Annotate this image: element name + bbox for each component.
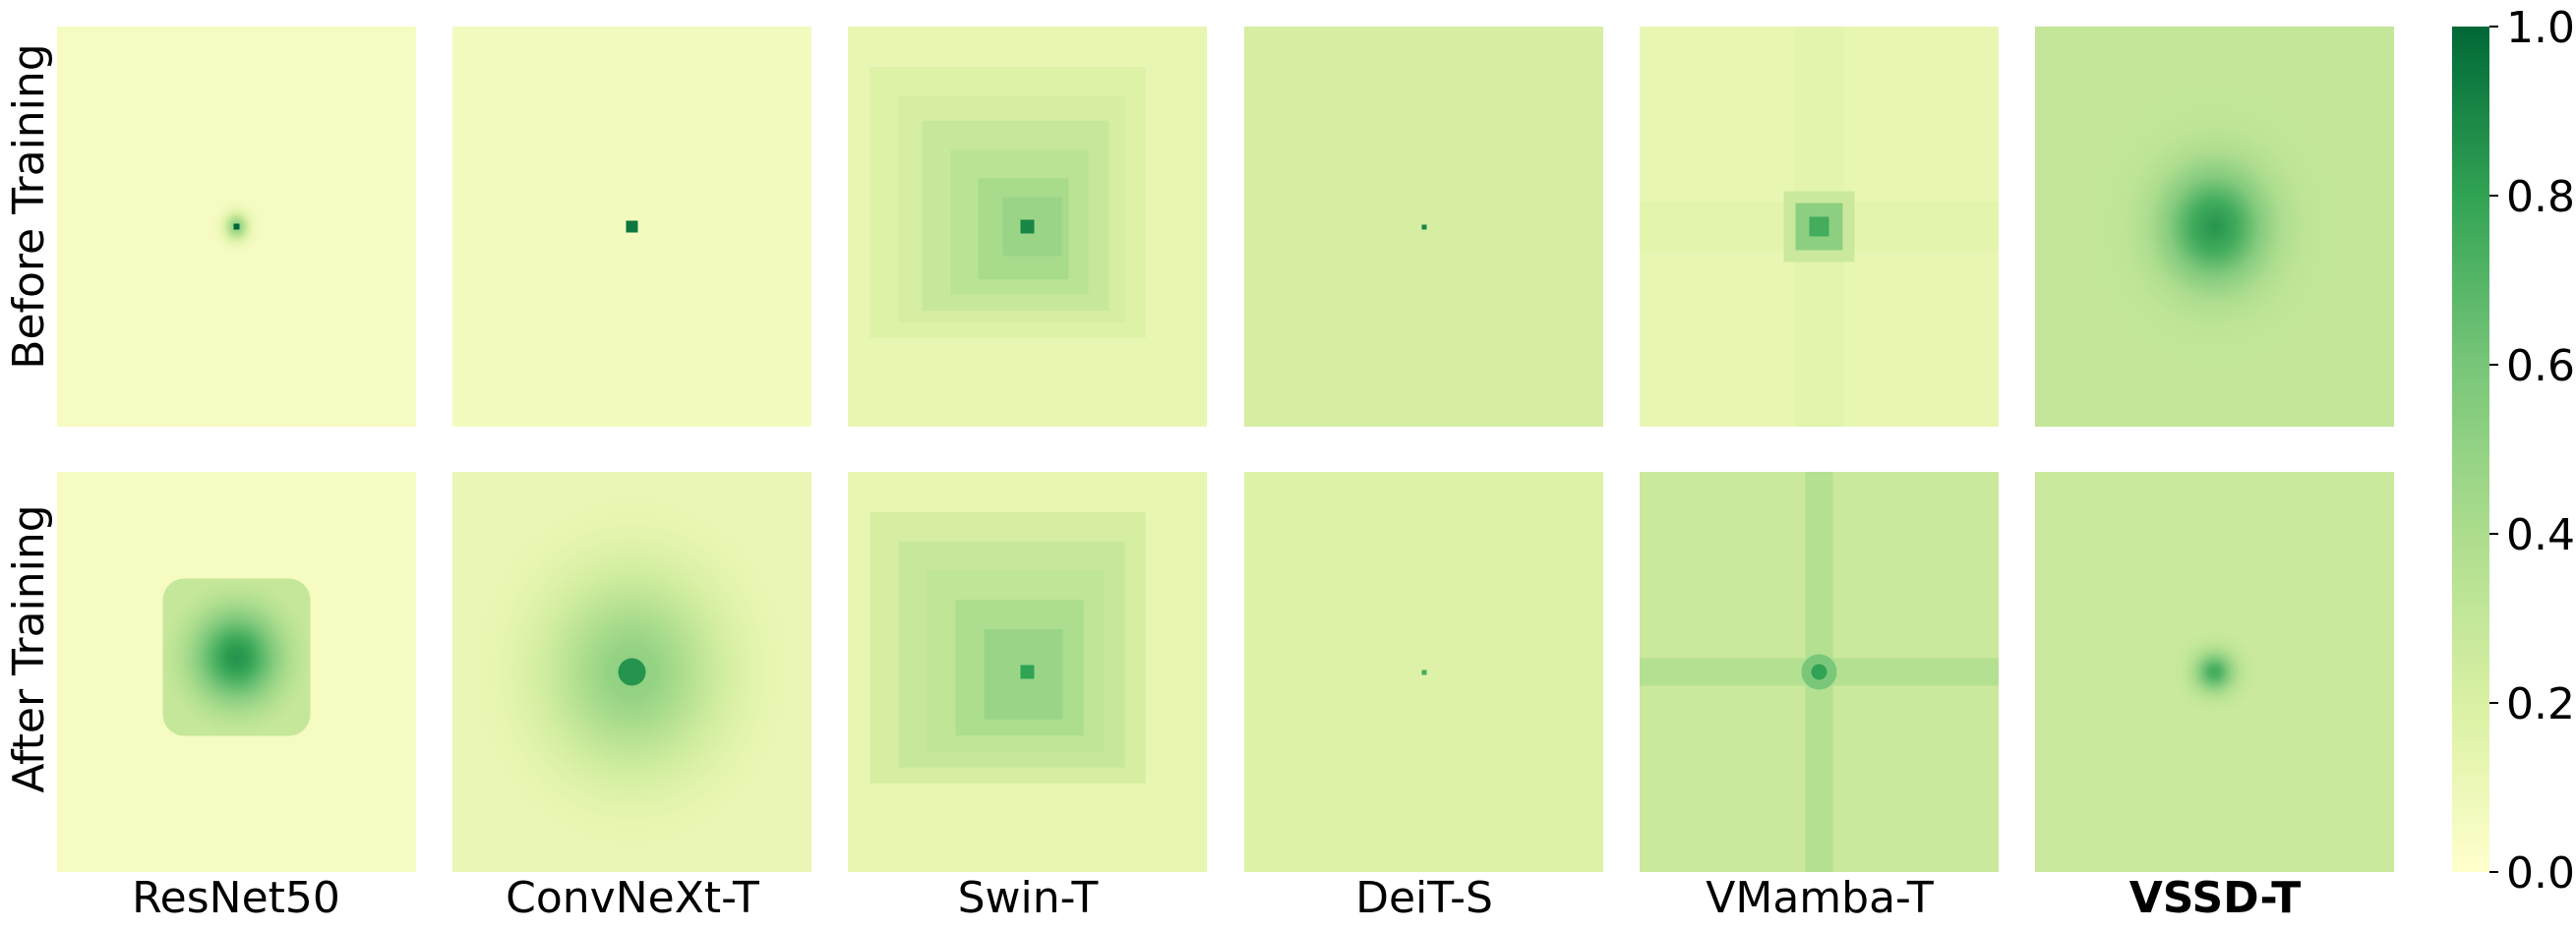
- heatmap-grid: [57, 27, 2394, 872]
- receptive-field-peak: [626, 220, 638, 233]
- receptive-field-blob: [2173, 630, 2256, 714]
- receptive-field-peak: [1421, 669, 1427, 675]
- colorbar-tick-label: 0.4: [2506, 510, 2575, 560]
- heatmap-cell: [1640, 27, 1999, 427]
- heatmap-cell: [57, 27, 416, 427]
- heatmap-cell: [452, 472, 811, 872]
- col-label-deit-s: DeiT-S: [1355, 873, 1493, 923]
- receptive-field-region: [162, 578, 311, 736]
- receptive-field-peak: [1811, 664, 1827, 680]
- colorbar: [2452, 27, 2489, 872]
- heatmap-cell: [848, 27, 1207, 427]
- receptive-field-gaussian: [2035, 27, 2394, 427]
- col-label-vmamba-t: VMamba-T: [1706, 873, 1934, 923]
- heatmap-cell: [2035, 472, 2394, 872]
- receptive-field-peak: [1020, 665, 1035, 679]
- colorbar-ticks: 0.0 0.2 0.4 0.6 0.8 1.0: [2489, 3, 2575, 899]
- col-label-resnet50: ResNet50: [132, 873, 340, 923]
- receptive-field-peak: [233, 223, 240, 230]
- colorbar-tick-label: 0.8: [2506, 172, 2575, 222]
- colorbar-tick-label: 0.6: [2506, 341, 2575, 391]
- receptive-field-peak: [1020, 219, 1035, 234]
- colorbar-tick-label: 0.2: [2506, 679, 2575, 729]
- heatmap-cell: [57, 472, 416, 872]
- heatmap-cell: [1640, 472, 1999, 872]
- receptive-field-peak: [618, 658, 646, 686]
- heatmap-cell: [1244, 27, 1603, 427]
- colorbar-tick-label: 0.0: [2506, 848, 2575, 899]
- col-label-convnext-t: ConvNeXt-T: [506, 873, 759, 923]
- col-label-vssd-t: VSSD-T: [2129, 873, 2302, 923]
- heatmap-cell: [1244, 472, 1603, 872]
- row-label-before: Before Training: [4, 43, 54, 369]
- heatmap-cell: [452, 27, 811, 427]
- receptive-field-peak: [1421, 224, 1427, 230]
- colorbar-tick-label: 1.0: [2506, 3, 2575, 53]
- heatmap-cell: [848, 472, 1207, 872]
- row-label-after: After Training: [4, 504, 54, 792]
- col-label-swin-t: Swin-T: [958, 873, 1099, 923]
- receptive-field-peak: [1809, 216, 1829, 237]
- heatmap-cell: [2035, 27, 2394, 427]
